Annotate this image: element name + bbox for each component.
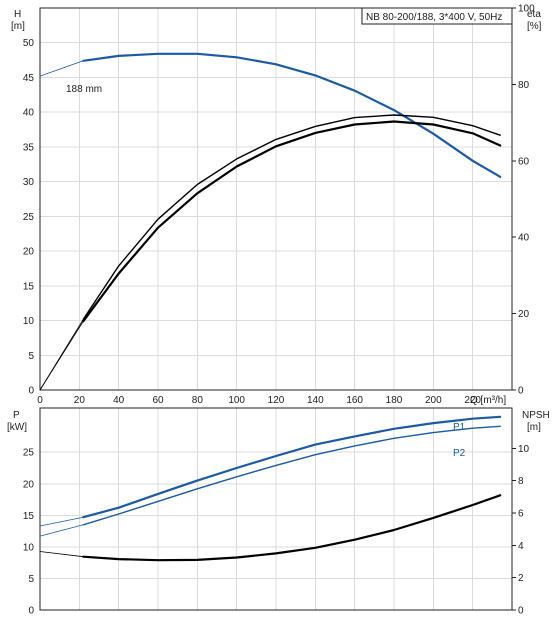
title-box xyxy=(361,7,513,25)
x-tick-label: 180 xyxy=(386,395,403,406)
head-axis-label: H xyxy=(14,9,21,20)
head-tick-label: 10 xyxy=(23,316,35,327)
npsh-tick-label: 10 xyxy=(518,444,530,455)
p1-curve-extension xyxy=(39,516,84,527)
eta-tick-label: 40 xyxy=(518,233,530,244)
npsh-axis-unit: [m] xyxy=(527,422,541,433)
x-tick-label: 0 xyxy=(37,395,43,406)
head-tick-label: 35 xyxy=(23,142,35,153)
npsh-tick-label: 0 xyxy=(518,606,524,617)
eta-tick-label: 100 xyxy=(518,4,535,15)
eta-axis-unit: [%] xyxy=(527,21,542,32)
head-tick-label: 30 xyxy=(23,177,35,188)
efficiency-curve-1 xyxy=(82,120,502,323)
x-tick-label: 60 xyxy=(152,395,164,406)
curve-label-188mm: 188 mm xyxy=(66,84,102,95)
chart-title: NB 80-200/188, 3*400 V, 50Hz xyxy=(366,12,502,23)
npsh-curve xyxy=(82,494,502,562)
head-tick-label: 25 xyxy=(23,212,35,223)
eta-tick-label: 20 xyxy=(518,309,530,320)
x-tick-label: 140 xyxy=(307,395,324,406)
head-axis-unit: [m] xyxy=(11,21,25,32)
power-tick-label: 0 xyxy=(28,606,34,617)
power-axis-label: P xyxy=(13,410,20,421)
npsh-tick-label: 4 xyxy=(518,541,524,552)
eta-axis-label: eta xyxy=(527,9,541,20)
x-tick-label: 220 xyxy=(464,395,481,406)
power-tick-label: 10 xyxy=(23,542,35,553)
efficiency-curve-2 xyxy=(82,114,501,320)
bottom-grid xyxy=(39,408,512,611)
p1-curve xyxy=(82,415,502,519)
p2-curve xyxy=(82,425,501,526)
power-tick-label: 20 xyxy=(23,479,35,490)
legend-p1: P1 xyxy=(453,422,466,433)
x-tick-label: 20 xyxy=(74,395,86,406)
power-tick-label: 15 xyxy=(23,511,35,522)
x-tick-label: 120 xyxy=(268,395,285,406)
npsh-axis-label: NPSH xyxy=(522,410,550,421)
bottom-curves xyxy=(39,415,502,562)
p2-curve-extension xyxy=(39,524,84,537)
efficiency-curve-extension xyxy=(39,319,84,391)
head-tick-label: 15 xyxy=(23,281,35,292)
x-tick-label: 200 xyxy=(425,395,442,406)
power-axis-unit: [kW] xyxy=(7,422,27,433)
head-tick-label: 20 xyxy=(23,247,35,258)
power-tick-label: 25 xyxy=(23,448,35,459)
bottom-plot-frame xyxy=(39,407,513,611)
top-plot-frame xyxy=(39,7,513,391)
npsh-tick-label: 2 xyxy=(518,573,524,584)
legend-p2: P2 xyxy=(453,448,466,459)
eta-tick-label: 60 xyxy=(518,156,530,167)
head-curve-extension xyxy=(39,60,84,77)
x-tick-label: 40 xyxy=(113,395,125,406)
head-tick-label: 5 xyxy=(28,351,34,362)
npsh-curve-extension xyxy=(39,551,84,558)
bottom-tick-labels: 0 5 10 15 20 25 0 2 4 6 8 10 xyxy=(23,444,530,617)
x-tick-label: 100 xyxy=(228,395,245,406)
power-tick-label: 5 xyxy=(28,574,34,585)
eta-tick-label: 80 xyxy=(518,80,530,91)
head-curve xyxy=(82,52,502,178)
head-tick-label: 45 xyxy=(23,73,35,84)
flow-axis-label: Q [m³/h] xyxy=(470,395,506,406)
npsh-tick-label: 6 xyxy=(518,509,524,520)
head-tick-label: 40 xyxy=(23,108,35,119)
top-curves xyxy=(39,52,502,391)
x-tick-label: 80 xyxy=(192,395,204,406)
npsh-tick-label: 8 xyxy=(518,476,524,487)
x-tick-label: 160 xyxy=(346,395,363,406)
top-tick-labels: 0 20 40 60 80 100 120 140 160 180 200 2200510152025… xyxy=(23,4,535,407)
head-tick-label: 50 xyxy=(23,38,35,49)
eta-tick-label: 0 xyxy=(518,386,524,397)
head-tick-label: 0 xyxy=(28,386,34,397)
